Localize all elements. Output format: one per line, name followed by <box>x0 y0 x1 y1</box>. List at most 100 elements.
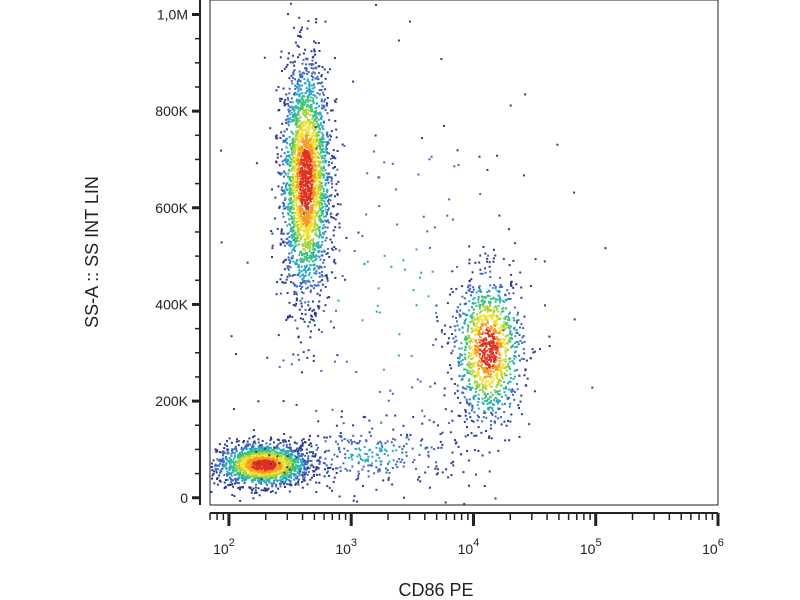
data-point <box>305 139 308 142</box>
data-point <box>230 458 233 461</box>
data-point <box>324 219 326 222</box>
data-point <box>496 331 499 334</box>
data-point <box>256 454 259 457</box>
data-point <box>235 478 238 481</box>
data-point <box>481 296 484 299</box>
data-point <box>298 125 300 128</box>
data-point <box>299 200 302 202</box>
data-point <box>241 468 244 471</box>
data-point <box>295 180 298 183</box>
data-point <box>320 118 323 121</box>
data-point <box>317 105 320 108</box>
data-point <box>295 464 298 467</box>
data-point <box>306 138 308 141</box>
data-point <box>284 281 287 284</box>
data-point <box>251 444 254 447</box>
data-point <box>284 461 287 464</box>
data-point <box>317 210 320 213</box>
data-point <box>316 112 319 115</box>
data-point <box>258 494 261 497</box>
data-point <box>503 321 506 324</box>
data-point <box>310 157 313 160</box>
data-point <box>318 236 321 239</box>
data-point <box>303 229 306 232</box>
data-point <box>312 120 315 123</box>
data-point <box>325 151 328 154</box>
data-point <box>330 247 333 250</box>
data-point <box>310 211 313 214</box>
data-point <box>510 413 513 416</box>
data-point <box>481 388 484 391</box>
data-point <box>307 209 310 212</box>
data-point <box>292 282 295 285</box>
data-point <box>289 209 292 212</box>
data-point <box>301 62 304 65</box>
data-point <box>298 186 301 189</box>
data-point <box>288 462 290 465</box>
data-point <box>323 468 326 471</box>
data-point <box>305 236 308 239</box>
data-point <box>490 359 493 361</box>
data-point <box>293 109 296 112</box>
data-point <box>481 387 484 389</box>
data-point <box>313 324 316 327</box>
data-point <box>470 373 473 376</box>
data-point <box>307 141 310 144</box>
data-point <box>220 460 223 463</box>
data-point <box>450 287 453 290</box>
data-point <box>314 53 316 56</box>
data-point <box>307 185 310 187</box>
data-point <box>506 396 509 399</box>
data-point <box>293 246 296 249</box>
data-point <box>279 459 282 462</box>
data-point <box>468 334 471 337</box>
data-point <box>329 138 332 141</box>
data-point <box>300 228 303 231</box>
data-point <box>307 142 310 145</box>
data-point <box>488 305 491 308</box>
data-point <box>302 220 305 222</box>
data-point <box>262 449 265 452</box>
data-point <box>243 472 246 475</box>
data-point <box>281 148 283 151</box>
data-point <box>515 383 518 386</box>
data-point <box>513 369 516 372</box>
data-point <box>303 238 306 241</box>
data-point <box>255 491 258 494</box>
data-point <box>302 147 305 150</box>
data-point <box>293 26 295 29</box>
data-point <box>469 321 472 324</box>
data-point <box>301 281 304 284</box>
data-point <box>247 465 250 468</box>
data-point <box>306 119 309 121</box>
data-point <box>312 254 315 257</box>
data-point <box>321 85 324 88</box>
data-point <box>308 241 311 244</box>
data-point <box>517 311 520 314</box>
data-point <box>289 461 292 464</box>
data-point <box>509 368 511 370</box>
data-point <box>294 483 297 486</box>
data-point <box>506 342 509 345</box>
data-point <box>297 88 300 91</box>
data-point <box>277 471 279 474</box>
data-point <box>484 271 487 274</box>
data-point <box>308 91 311 94</box>
data-point <box>290 168 293 171</box>
data-point <box>285 128 288 131</box>
data-point <box>284 486 286 488</box>
data-point <box>470 278 473 281</box>
data-point <box>284 453 287 456</box>
data-point <box>249 452 252 455</box>
data-point <box>250 461 253 464</box>
data-point <box>291 274 294 277</box>
data-point <box>287 104 290 107</box>
data-point <box>468 412 471 415</box>
data-point <box>329 135 332 138</box>
data-point <box>314 172 316 175</box>
data-point <box>210 462 213 465</box>
data-point <box>296 214 299 217</box>
data-point <box>324 197 327 200</box>
data-point <box>312 229 315 231</box>
data-point <box>228 483 231 486</box>
